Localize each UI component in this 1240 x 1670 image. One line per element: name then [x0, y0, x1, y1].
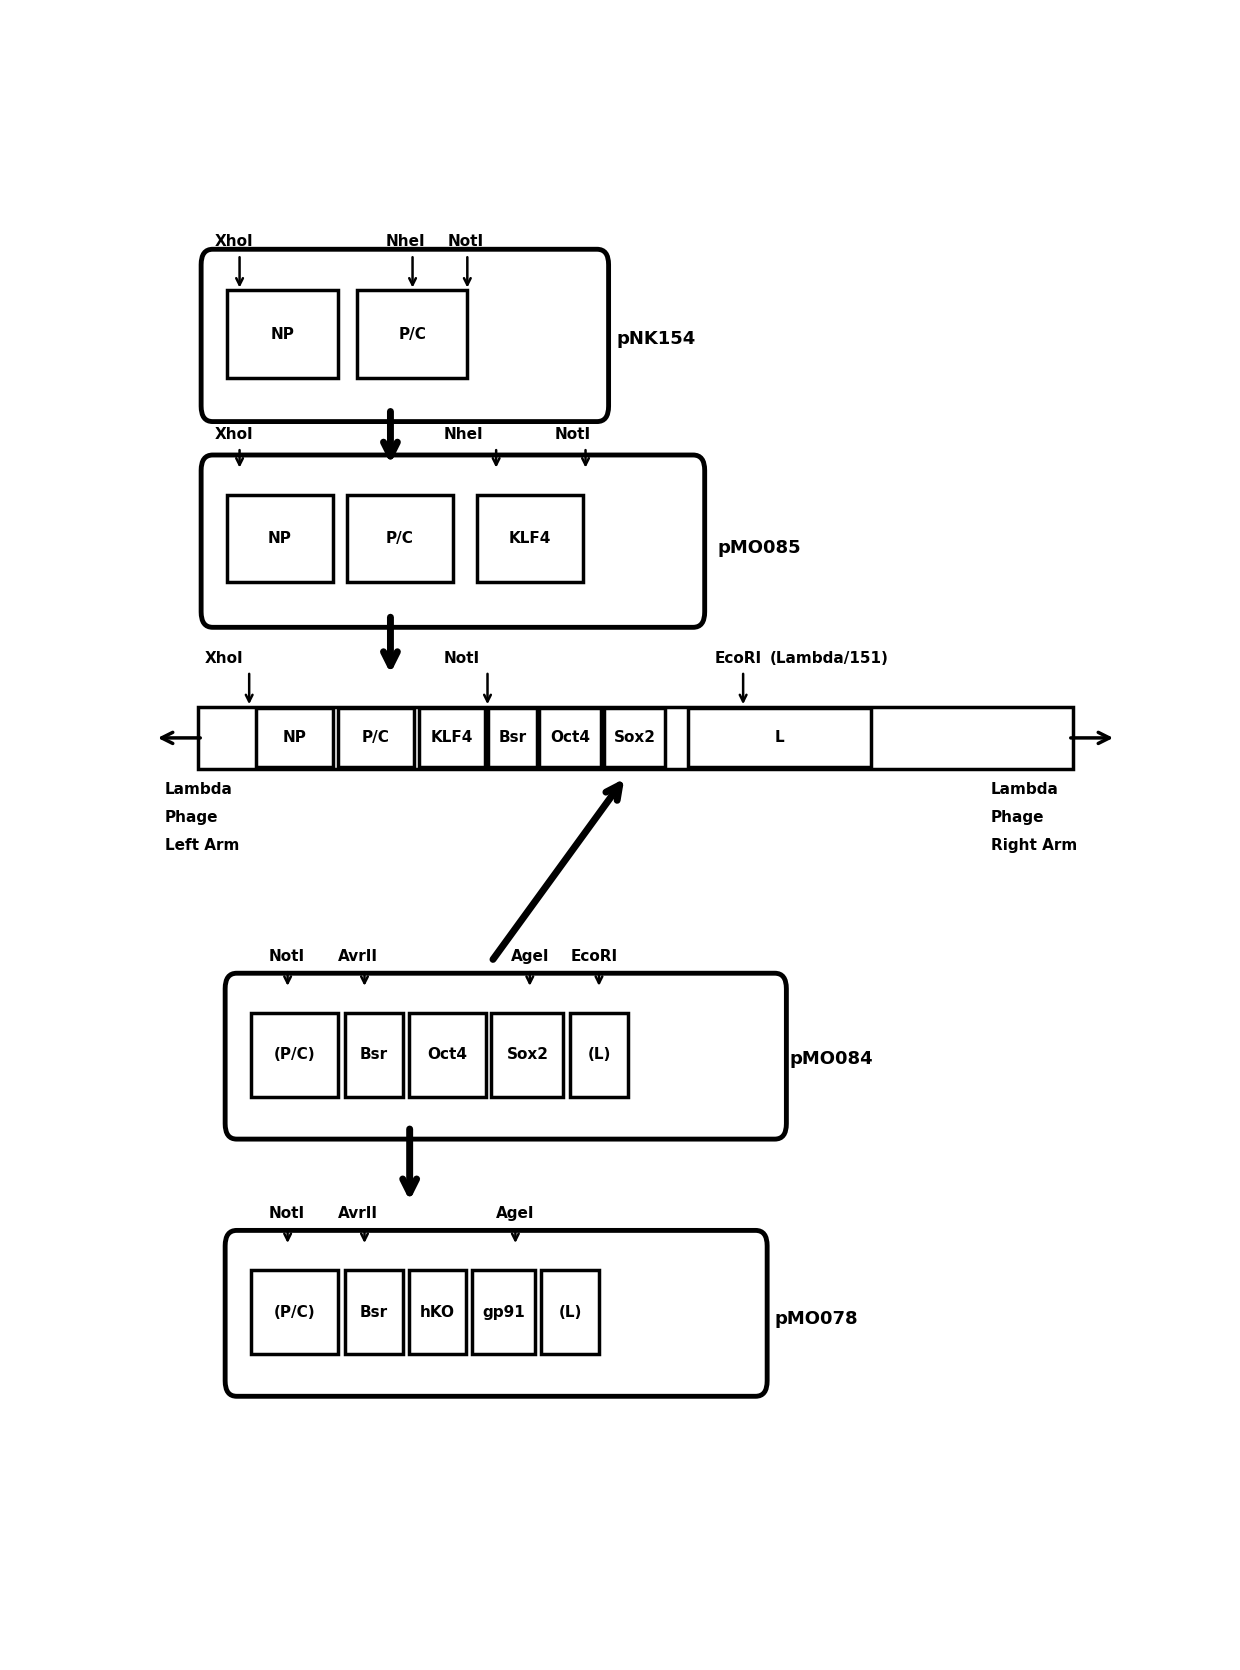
- Text: Oct4: Oct4: [551, 730, 590, 745]
- Bar: [347, 494, 453, 583]
- Text: XhoI: XhoI: [215, 428, 253, 443]
- Text: Bsr: Bsr: [498, 730, 527, 745]
- Text: (P/C): (P/C): [274, 1047, 315, 1062]
- Text: NP: NP: [268, 531, 291, 546]
- Text: Phage: Phage: [165, 810, 218, 825]
- Text: NheI: NheI: [386, 234, 425, 249]
- Text: pMO085: pMO085: [717, 539, 801, 556]
- Text: Right Arm: Right Arm: [991, 838, 1078, 853]
- Text: AvrII: AvrII: [337, 1206, 378, 1221]
- Bar: [472, 1271, 534, 1354]
- Text: Bsr: Bsr: [360, 1304, 388, 1319]
- Bar: [250, 1014, 337, 1097]
- FancyBboxPatch shape: [226, 974, 786, 1139]
- Bar: [357, 291, 467, 377]
- Text: pMO078: pMO078: [775, 1311, 858, 1328]
- Text: NP: NP: [283, 730, 306, 745]
- FancyBboxPatch shape: [201, 249, 609, 421]
- Text: gp91: gp91: [482, 1304, 525, 1319]
- Text: (Lambda/151): (Lambda/151): [770, 651, 889, 666]
- Bar: [604, 708, 666, 768]
- Text: KLF4: KLF4: [430, 730, 474, 745]
- Text: P/C: P/C: [398, 327, 427, 342]
- Bar: [539, 708, 601, 768]
- Text: XhoI: XhoI: [215, 234, 253, 249]
- Bar: [570, 1014, 627, 1097]
- Bar: [250, 1271, 337, 1354]
- Text: AgeI: AgeI: [511, 949, 549, 964]
- Text: Phage: Phage: [991, 810, 1044, 825]
- Text: (L): (L): [588, 1047, 610, 1062]
- Text: P/C: P/C: [362, 730, 389, 745]
- Text: Lambda: Lambda: [991, 782, 1059, 797]
- Bar: [337, 708, 414, 768]
- Bar: [477, 494, 583, 583]
- FancyBboxPatch shape: [201, 454, 704, 628]
- Text: (P/C): (P/C): [274, 1304, 315, 1319]
- Bar: [419, 708, 485, 768]
- Text: Sox2: Sox2: [614, 730, 656, 745]
- Bar: [688, 708, 870, 768]
- Text: NotI: NotI: [448, 234, 485, 249]
- Bar: [542, 1271, 599, 1354]
- Bar: [491, 1014, 563, 1097]
- Text: EcoRI: EcoRI: [714, 651, 761, 666]
- Text: KLF4: KLF4: [508, 531, 551, 546]
- Text: NotI: NotI: [554, 428, 591, 443]
- Text: Left Arm: Left Arm: [165, 838, 239, 853]
- Text: Bsr: Bsr: [360, 1047, 388, 1062]
- Text: pMO084: pMO084: [789, 1050, 873, 1069]
- Text: AvrII: AvrII: [337, 949, 378, 964]
- Bar: [227, 494, 332, 583]
- Text: NotI: NotI: [268, 1206, 305, 1221]
- FancyBboxPatch shape: [226, 1231, 768, 1396]
- Bar: [345, 1271, 403, 1354]
- Text: EcoRI: EcoRI: [570, 949, 618, 964]
- Bar: [227, 291, 337, 377]
- Text: NP: NP: [270, 327, 294, 342]
- Text: P/C: P/C: [386, 531, 414, 546]
- Text: pNK154: pNK154: [616, 331, 696, 349]
- Text: (L): (L): [558, 1304, 582, 1319]
- Text: Lambda: Lambda: [165, 782, 232, 797]
- Text: XhoI: XhoI: [205, 651, 243, 666]
- Text: L: L: [775, 730, 785, 745]
- Bar: [198, 706, 1073, 768]
- Text: NotI: NotI: [268, 949, 305, 964]
- Text: AgeI: AgeI: [496, 1206, 534, 1221]
- Text: NheI: NheI: [444, 428, 482, 443]
- Text: Sox2: Sox2: [506, 1047, 548, 1062]
- Text: hKO: hKO: [420, 1304, 455, 1319]
- Bar: [409, 1014, 486, 1097]
- Bar: [255, 708, 332, 768]
- Bar: [489, 708, 537, 768]
- Bar: [409, 1271, 466, 1354]
- Bar: [345, 1014, 403, 1097]
- Text: NotI: NotI: [444, 651, 480, 666]
- Text: Oct4: Oct4: [427, 1047, 467, 1062]
